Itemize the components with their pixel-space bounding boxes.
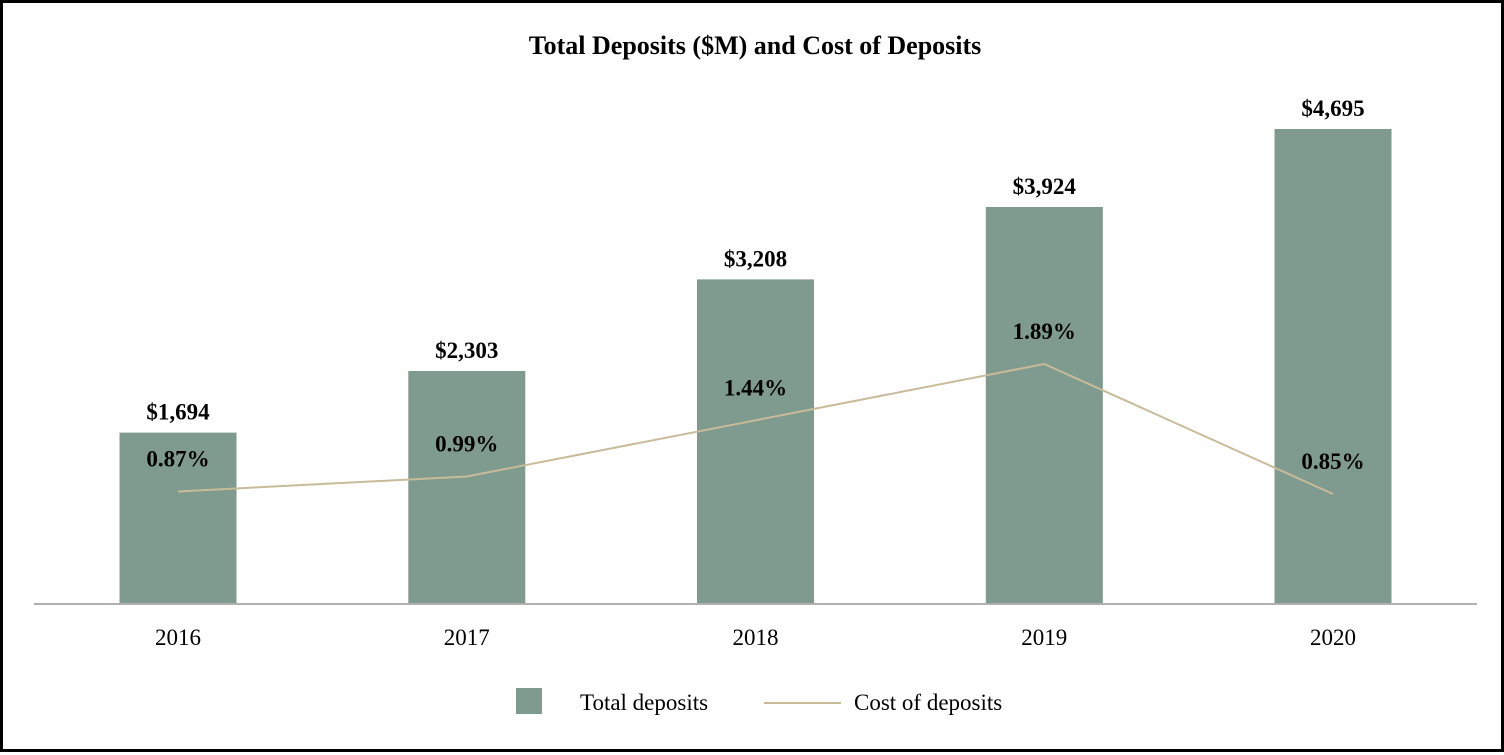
x-tick-label-2019: 2019 (1021, 625, 1067, 650)
bars-layer (120, 129, 1392, 604)
bar-2019 (986, 207, 1103, 604)
bar-2018 (697, 279, 814, 604)
legend-swatch-total-deposits (516, 688, 542, 714)
chart-svg: Total Deposits ($M) and Cost of Deposits… (3, 3, 1504, 755)
line-value-label-2017: 0.99% (435, 432, 498, 457)
bar-value-label-2016: $1,694 (146, 400, 210, 425)
legend: Total deposits Cost of deposits (516, 688, 1002, 715)
chart-title: Total Deposits ($M) and Cost of Deposits (529, 31, 982, 60)
x-tick-label-2020: 2020 (1310, 625, 1356, 650)
x-tick-label-2017: 2017 (444, 625, 490, 650)
line-value-label-2016: 0.87% (146, 447, 209, 472)
legend-label-cost-of-deposits: Cost of deposits (854, 690, 1002, 715)
bar-2020 (1275, 129, 1392, 604)
x-tick-label-2018: 2018 (733, 625, 779, 650)
bar-value-label-2020: $4,695 (1301, 96, 1364, 121)
line-value-label-2020: 0.85% (1301, 449, 1364, 474)
bar-value-label-2018: $3,208 (724, 246, 787, 271)
bar-value-label-2019: $3,924 (1013, 174, 1077, 199)
bar-2017 (408, 371, 525, 604)
line-value-label-2019: 1.89% (1013, 319, 1076, 344)
x-tick-label-2016: 2016 (155, 625, 201, 650)
bar-value-label-2017: $2,303 (435, 338, 498, 363)
line-value-label-2018: 1.44% (724, 375, 787, 400)
legend-label-total-deposits: Total deposits (580, 690, 708, 715)
